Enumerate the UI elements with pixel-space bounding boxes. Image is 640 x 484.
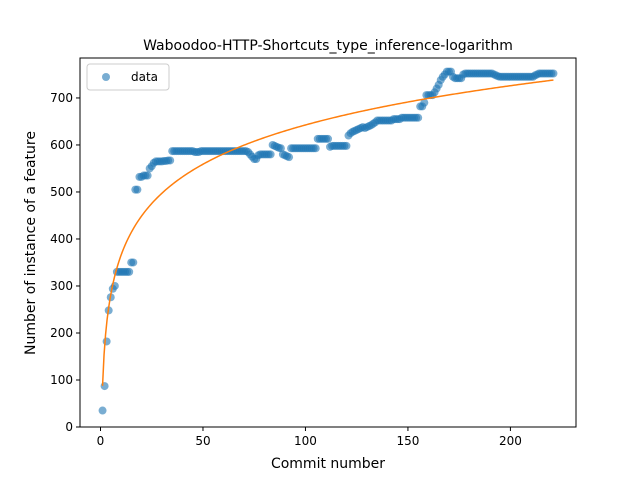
- x-tick-label: 200: [499, 434, 522, 448]
- y-tick-label: 400: [50, 232, 73, 246]
- data-point: [549, 69, 558, 78]
- data-point: [266, 150, 275, 159]
- legend-marker: [102, 73, 110, 81]
- legend-label: data: [131, 70, 158, 84]
- y-tick-label: 100: [50, 373, 73, 387]
- data-point: [129, 258, 138, 267]
- y-axis-label: Number of instance of a feature: [23, 131, 39, 355]
- data-point: [342, 141, 351, 150]
- axes-frame: [79, 57, 577, 428]
- plot-content: [98, 67, 558, 415]
- data-point: [414, 113, 423, 122]
- legend: data: [86, 63, 170, 91]
- data-point: [324, 134, 332, 143]
- data-point: [166, 156, 175, 165]
- data-point: [285, 153, 294, 162]
- plot-area: [98, 67, 558, 415]
- data-point: [420, 98, 429, 107]
- chart-title: Waboodoo-HTTP-Shortcuts_type_inference-l…: [143, 38, 513, 54]
- x-tick-label: 0: [97, 434, 105, 448]
- data-point: [125, 267, 134, 276]
- x-tick-label: 50: [195, 434, 210, 448]
- data-point: [276, 144, 285, 153]
- y-tick-label: 0: [65, 420, 73, 434]
- x-tick-label: 150: [396, 434, 419, 448]
- data-point: [98, 406, 107, 415]
- y-tick-label: 500: [50, 185, 73, 199]
- fit-line: [101, 79, 554, 386]
- y-tick-label: 700: [50, 91, 73, 105]
- y-tick-label: 300: [50, 279, 73, 293]
- y-tick-label: 200: [50, 326, 73, 340]
- data-point: [311, 144, 320, 153]
- y-tick-label: 600: [50, 138, 73, 152]
- data-point: [100, 382, 109, 391]
- data-point: [133, 185, 142, 194]
- data-point: [102, 337, 111, 346]
- data-point: [143, 171, 152, 180]
- legend-box: [86, 63, 170, 91]
- x-axis: 0 50 100 150 200: [97, 427, 522, 448]
- x-axis-label: Commit number: [271, 456, 385, 472]
- y-axis: 0 100 200 300 400 500 600 700: [50, 91, 80, 434]
- x-tick-label: 100: [294, 434, 317, 448]
